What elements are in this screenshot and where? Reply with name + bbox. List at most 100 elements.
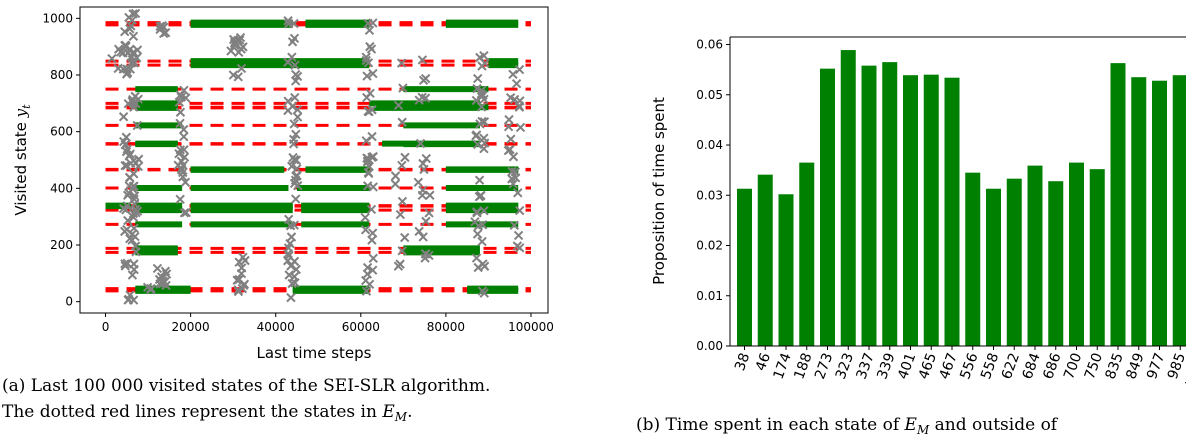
outside-state-marker bbox=[232, 275, 242, 285]
bar bbox=[1069, 162, 1084, 346]
outside-state-marker bbox=[237, 283, 248, 294]
outside-state-marker bbox=[515, 243, 525, 253]
outside-state-marker bbox=[129, 169, 139, 179]
outside-state-marker bbox=[236, 63, 247, 74]
outside-state-marker bbox=[287, 278, 297, 289]
outside-state-marker bbox=[505, 144, 515, 155]
outside-state-marker bbox=[160, 266, 171, 276]
outside-state-marker bbox=[364, 25, 375, 36]
outside-state-marker bbox=[472, 229, 483, 239]
bar bbox=[986, 188, 1001, 346]
outside-state-marker bbox=[479, 288, 489, 298]
outside-state-marker bbox=[292, 163, 302, 174]
outside-state-marker bbox=[472, 208, 482, 218]
outside-state-marker bbox=[180, 177, 191, 187]
outside-state-marker bbox=[128, 184, 138, 194]
outside-state-marker bbox=[474, 191, 485, 202]
caption-a-line2: The dotted red lines represent the state… bbox=[2, 402, 412, 424]
outside-state-marker bbox=[120, 259, 130, 269]
outside-state-marker bbox=[508, 69, 518, 80]
y-tick-label: 400 bbox=[50, 181, 73, 195]
outside-state-marker bbox=[400, 232, 410, 243]
outside-state-marker bbox=[397, 246, 407, 256]
outside-state-marker bbox=[360, 225, 371, 235]
outside-state-marker bbox=[361, 55, 371, 66]
y-tick-label: 200 bbox=[50, 238, 73, 252]
outside-state-marker bbox=[287, 37, 298, 47]
chart-a-frame bbox=[79, 6, 549, 314]
x-tick-label: 20000 bbox=[172, 320, 210, 334]
outside-state-marker bbox=[292, 171, 302, 181]
outside-state-marker bbox=[145, 285, 156, 295]
y-tick-label: 0.01 bbox=[696, 289, 723, 303]
outside-state-marker bbox=[397, 117, 407, 127]
outside-state-marker bbox=[509, 220, 519, 231]
outside-state-marker bbox=[289, 178, 300, 189]
outside-state-marker bbox=[226, 46, 236, 56]
outside-state-marker bbox=[291, 264, 301, 275]
outside-state-marker bbox=[418, 75, 429, 85]
x-tick-label: 0 bbox=[102, 320, 110, 334]
outside-state-marker bbox=[179, 85, 189, 96]
outside-state-marker bbox=[471, 130, 482, 140]
chart-a-xlabel: Last time steps bbox=[257, 344, 372, 362]
outside-state-marker bbox=[288, 134, 299, 145]
outside-state-marker bbox=[118, 112, 129, 122]
outside-state-marker bbox=[113, 63, 123, 74]
outside-state-marker bbox=[417, 190, 428, 201]
outside-state-marker bbox=[362, 71, 372, 81]
outside-state-marker bbox=[289, 271, 300, 282]
outside-state-marker bbox=[131, 247, 141, 257]
outside-state-marker bbox=[283, 256, 293, 266]
outside-state-marker bbox=[515, 205, 525, 216]
outside-state-marker bbox=[121, 146, 132, 157]
outside-state-marker bbox=[474, 175, 485, 185]
outside-state-marker bbox=[127, 15, 138, 25]
outside-state-marker bbox=[128, 212, 139, 223]
outside-state-marker bbox=[476, 102, 487, 112]
bar bbox=[1048, 181, 1064, 346]
outside-state-marker bbox=[417, 92, 427, 103]
outside-state-marker bbox=[120, 40, 130, 51]
outside-tick-label: \ EM0 bbox=[1183, 351, 1186, 390]
outside-state-marker bbox=[286, 232, 297, 242]
outside-state-marker bbox=[511, 78, 522, 89]
outside-state-marker bbox=[127, 270, 138, 280]
outside-state-marker bbox=[421, 216, 431, 227]
y-tick-label: 1000 bbox=[42, 11, 73, 25]
outside-state-marker bbox=[363, 167, 374, 178]
outside-state-marker bbox=[236, 263, 247, 273]
bar bbox=[965, 172, 981, 346]
outside-state-marker bbox=[398, 83, 408, 93]
bar bbox=[944, 77, 960, 346]
outside-state-marker bbox=[479, 205, 489, 216]
outside-state-marker bbox=[425, 190, 435, 200]
outside-state-marker bbox=[120, 139, 130, 150]
x-tick-label: 46 bbox=[753, 351, 774, 373]
outside-state-marker bbox=[130, 91, 140, 102]
bar bbox=[757, 174, 773, 346]
outside-state-marker bbox=[513, 230, 524, 241]
outside-state-marker bbox=[290, 92, 300, 103]
outside-state-marker bbox=[510, 167, 521, 177]
outside-state-marker bbox=[414, 226, 424, 237]
outside-state-marker bbox=[513, 188, 523, 198]
outside-state-marker bbox=[509, 94, 520, 105]
outside-state-marker bbox=[283, 243, 294, 253]
chart-a: 0 20000 40000 60000 80000 100000 0 200 400 600 800… bbox=[12, 6, 554, 362]
chart-a-ylabel: Visited state yt bbox=[12, 104, 33, 216]
y-tick-label: 0.05 bbox=[696, 88, 723, 102]
outside-state-marker bbox=[174, 97, 185, 107]
outside-state-marker bbox=[228, 70, 239, 80]
outside-state-marker bbox=[175, 118, 185, 129]
outside-state-marker bbox=[366, 204, 377, 215]
outside-state-marker bbox=[366, 44, 377, 54]
outside-state-marker bbox=[368, 265, 378, 275]
outside-state-marker bbox=[368, 68, 378, 79]
chart-a-axes: 0 20000 40000 60000 80000 100000 0 200 400 600 800… bbox=[42, 11, 553, 334]
outside-state-marker bbox=[479, 261, 490, 271]
outside-state-marker bbox=[122, 224, 132, 235]
bar bbox=[1089, 169, 1105, 346]
y-tick-label: 0.04 bbox=[696, 138, 723, 152]
